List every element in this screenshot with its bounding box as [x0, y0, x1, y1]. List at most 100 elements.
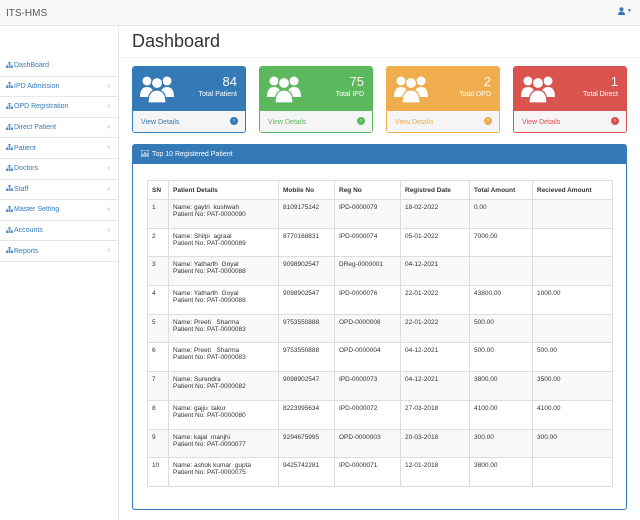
panel-title: Top 10 Registered Patient: [152, 151, 233, 158]
sidebar-item-patient[interactable]: Patient ‹: [0, 138, 118, 159]
stat-card-total-direct: 1 Total Direct View Details ›: [513, 66, 627, 133]
cell-sn: 10: [147, 457, 169, 487]
cell-sn: 8: [147, 399, 169, 430]
cell-reg-no: DReg-0000001: [334, 256, 401, 287]
arrow-circle-right-icon: ›: [357, 117, 365, 125]
sidebar-item-label: Accounts: [14, 227, 43, 235]
cell-patient-details: Name: Surendra Patient No: PAT-0000082: [168, 371, 279, 401]
patient-number: Patient No: PAT-0000082: [173, 383, 246, 391]
table-row[interactable]: 9 Name: kajal manjhi Patient No: PAT-00000…: [147, 428, 613, 459]
card-header: 2 Total OPD: [387, 67, 499, 111]
table-row[interactable]: 6 Name: Preeti Sharma Patient No: PAT-0000…: [147, 342, 613, 373]
chevron-left-icon: ‹: [107, 164, 110, 172]
patient-name: Name: Surendra: [173, 376, 221, 384]
cell-total-amount: 7000.00: [469, 227, 533, 258]
app-brand[interactable]: ITS-HMS: [6, 8, 48, 19]
caret-down-icon: ▼: [627, 8, 632, 14]
cell-mobile: 8223995634: [278, 399, 335, 430]
cell-total-amount: [469, 256, 533, 287]
view-details-link[interactable]: View Details ›: [260, 111, 372, 132]
sidebar-item-accounts[interactable]: Accounts ‹: [0, 221, 118, 242]
cell-sn: 7: [147, 371, 169, 401]
table-row[interactable]: 3 Name: Yatharth Goyal Patient No: PAT-000…: [147, 256, 613, 287]
card-label: Total Direct: [582, 91, 618, 98]
cell-received-amount: [532, 199, 613, 229]
chevron-left-icon: ‹: [107, 185, 110, 193]
view-details-link[interactable]: View Details ›: [387, 111, 499, 132]
cell-date: 18-02-2022: [400, 199, 470, 229]
cell-total-amount: 3800.00: [469, 371, 533, 401]
sitemap-icon: [6, 144, 13, 152]
sitemap-icon: [6, 102, 13, 111]
col-header-patient-details: Patient Details: [168, 180, 279, 200]
card-header: 1 Total Direct: [514, 67, 626, 111]
cell-total-amount: 43800.00: [469, 285, 533, 315]
cell-date: 04-12-2021: [400, 342, 470, 373]
sidebar-item-label: Reports: [14, 247, 39, 255]
table-row[interactable]: 8 Name: gajju takur Patient No: PAT-000008…: [147, 399, 613, 430]
cell-date: 22-01-2022: [400, 313, 470, 344]
patient-name: Name: gajju takur: [173, 404, 226, 412]
cell-total-amount: 500.00: [469, 342, 533, 373]
sidebar-item-opd-registration[interactable]: OPD Registration ‹: [0, 97, 118, 118]
patient-number: Patient No: PAT-0000075: [173, 469, 246, 477]
user-menu-toggle[interactable]: ▼: [618, 7, 632, 15]
users-icon: [521, 76, 555, 104]
chevron-left-icon: ‹: [107, 144, 110, 152]
cell-sn: 2: [147, 227, 169, 258]
patient-name: Name: Preeti Sharma: [173, 347, 240, 355]
sidebar-item-staff[interactable]: Staff ‹: [0, 180, 118, 201]
card-count: 75: [349, 74, 364, 89]
sidebar-item-reports[interactable]: Reports ‹: [0, 241, 118, 262]
cell-reg-no: OPD-0000004: [334, 342, 401, 373]
patient-name: Name: kajal manjhi: [173, 433, 231, 441]
col-header-reg-no: Reg No: [334, 180, 401, 200]
cell-reg-no: IPD-0000074: [334, 227, 401, 258]
cell-patient-details: Name: kajal manjhi Patient No: PAT-000007…: [168, 428, 279, 459]
cell-mobile: 9425742281: [278, 457, 335, 487]
cell-date: 04-12-2021: [400, 371, 470, 401]
cell-date: 12-01-2018: [400, 457, 470, 487]
arrow-circle-right-icon: ›: [230, 117, 238, 125]
table-row[interactable]: 1 Name: gaytri kushwah Patient No: PAT-000…: [147, 199, 613, 229]
patient-number: Patient No: PAT-0000090: [173, 211, 246, 218]
table-row[interactable]: 5 Name: Preeti Sharma Patient No: PAT-0000…: [147, 313, 613, 344]
sidebar-item-direct-patient[interactable]: Direct Patient ‹: [0, 118, 118, 139]
patient-name: Name: Yatharth Goyal: [173, 261, 239, 269]
cell-sn: 5: [147, 313, 169, 344]
card-label: Total OPD: [459, 91, 491, 98]
users-icon: [394, 76, 428, 104]
cell-total-amount: 300.00: [469, 428, 533, 459]
sidebar-item-master-setting[interactable]: Master Setting ‹: [0, 200, 118, 221]
cell-reg-no: IPD-0000073: [334, 371, 401, 401]
patients-table: SN Patient Details Mobile No Reg No Regi…: [147, 180, 613, 487]
cell-received-amount: [532, 313, 613, 344]
cell-reg-no: IPD-0000072: [334, 399, 401, 430]
chevron-left-icon: ‹: [107, 226, 110, 234]
table-row[interactable]: 4 Name: Yatharth Goyal Patient No: PAT-000…: [147, 285, 613, 315]
table-row[interactable]: 10 Name: ashok kumar gupta Patient No: PAT…: [147, 457, 613, 487]
sidebar-item-doctors[interactable]: Doctors ‹: [0, 159, 118, 180]
patient-name: Name: ashok kumar gupta: [173, 462, 252, 470]
cell-received-amount: 300.00: [532, 428, 613, 459]
view-details-link[interactable]: View Details ›: [133, 111, 245, 132]
table-row[interactable]: 2 Name: Shilpi agraal Patient No: PAT-0000…: [147, 227, 613, 258]
cell-sn: 9: [147, 428, 169, 459]
title-divider: [119, 57, 640, 58]
cell-received-amount: 1000.00: [532, 285, 613, 315]
cell-patient-details: Name: Shilpi agraal Patient No: PAT-00000…: [168, 227, 279, 258]
cell-mobile: 9098902547: [278, 256, 335, 287]
cell-date: 04-12-2021: [400, 256, 470, 287]
table-row[interactable]: 7 Name: Surendra Patient No: PAT-0000082 90…: [147, 371, 613, 401]
stat-card-total-ipd: 75 Total IPD View Details ›: [259, 66, 373, 133]
cell-mobile: 9098902547: [278, 285, 335, 315]
view-details-link[interactable]: View Details ›: [514, 111, 626, 132]
patient-name: Name: Yatharth Goyal: [173, 290, 239, 298]
sidebar-item-ipd-admission[interactable]: IPD Admission ‹: [0, 77, 118, 98]
cell-reg-no: OPD-0000003: [334, 428, 401, 459]
sidebar-item-label: Patient: [14, 144, 36, 152]
cell-reg-no: OPD-0000008: [334, 313, 401, 344]
table-header-row: SN Patient Details Mobile No Reg No Regi…: [147, 180, 613, 200]
chevron-left-icon: ‹: [107, 206, 110, 214]
sidebar-item-dashboard[interactable]: DashBoard: [0, 56, 118, 77]
